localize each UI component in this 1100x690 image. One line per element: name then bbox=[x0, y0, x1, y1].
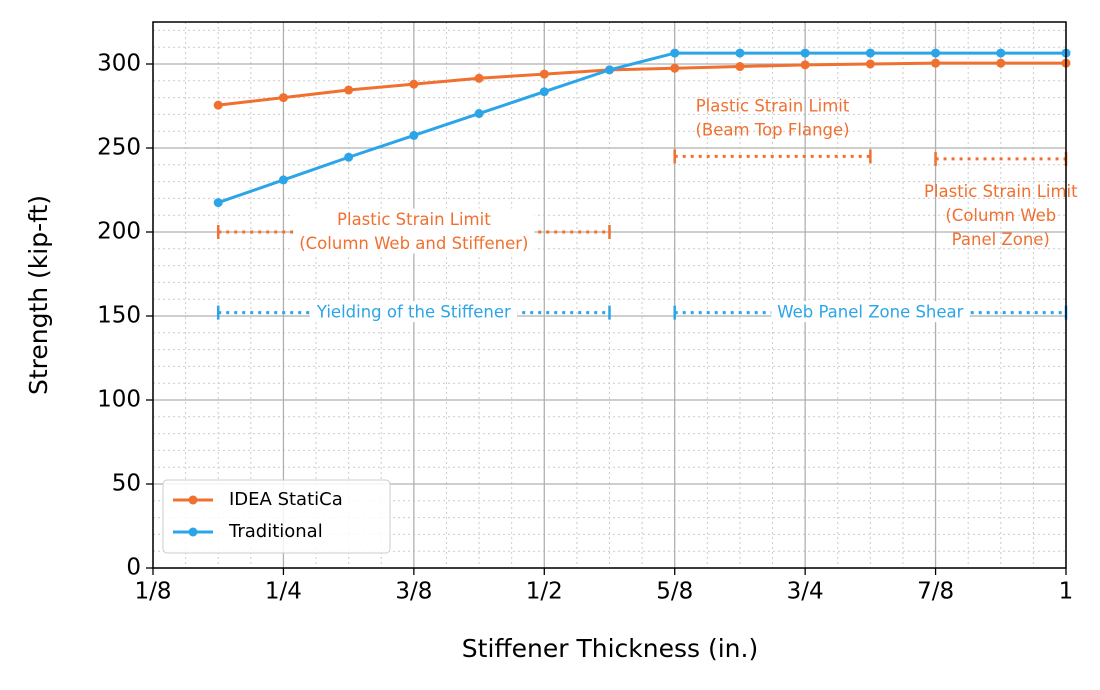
data-point bbox=[996, 48, 1006, 58]
x-tick-label: 1 bbox=[1059, 579, 1074, 605]
data-point bbox=[409, 79, 419, 89]
x-axis-label: Stiffener Thickness (in.) bbox=[462, 634, 758, 663]
annotation-line: (Column Web bbox=[945, 205, 1056, 224]
data-point bbox=[931, 58, 941, 68]
series-line bbox=[217, 51, 1066, 205]
ticks: 1/8 1/4 3/8 1/2 5/8 3/4 7/8 1 0 50 100 150 200 250 300 bbox=[97, 51, 1073, 605]
data-point bbox=[213, 198, 223, 208]
y-tick-label: 200 bbox=[97, 219, 141, 245]
data-point bbox=[670, 63, 680, 73]
annotation-line: Plastic Strain Limit bbox=[924, 181, 1078, 200]
plot-frame bbox=[152, 21, 1067, 569]
annotation-line: Panel Zone) bbox=[952, 229, 1050, 248]
annotation-background bbox=[309, 301, 518, 323]
annotation-line: Yielding of the Stiffener bbox=[316, 302, 511, 321]
annotation-background bbox=[771, 301, 970, 323]
legend-label: IDEA StatiCa bbox=[229, 489, 343, 510]
data-point bbox=[278, 175, 288, 185]
annotation: Plastic Strain Limit (Column Web Panel Zon… bbox=[924, 181, 1078, 248]
y-tick-label: 100 bbox=[97, 387, 141, 413]
data-point bbox=[800, 48, 810, 58]
x-tick-label: 3/8 bbox=[395, 579, 432, 605]
annotation: Plastic Strain Limit (Column Web and Stif… bbox=[299, 210, 528, 253]
annotation-line: Plastic Strain Limit bbox=[696, 96, 850, 115]
annotation: Plastic Strain Limit (Beam Top Flange) bbox=[695, 96, 849, 139]
y-tick-label: 150 bbox=[97, 303, 141, 329]
plot bbox=[213, 48, 1071, 208]
x-tick-label: 3/4 bbox=[787, 579, 824, 605]
annotation: Web Panel Zone Shear bbox=[777, 302, 963, 321]
annotation: Yielding of the Stiffener bbox=[316, 302, 511, 321]
y-tick-label: 300 bbox=[97, 51, 141, 77]
y-tick-label: 250 bbox=[97, 135, 141, 161]
x-tick-label: 1/4 bbox=[265, 579, 302, 605]
data-point bbox=[931, 48, 941, 58]
data-point bbox=[539, 69, 549, 79]
data-point bbox=[865, 48, 875, 58]
x-tick-label: 7/8 bbox=[917, 579, 954, 605]
data-point bbox=[670, 48, 680, 58]
data-point bbox=[539, 87, 549, 97]
x-tick-label: 5/8 bbox=[656, 579, 693, 605]
annotation-line: (Beam Top Flange) bbox=[695, 120, 849, 139]
data-point bbox=[278, 93, 288, 103]
data-point bbox=[344, 152, 354, 162]
annotation-line: Plastic Strain Limit bbox=[337, 210, 491, 229]
annotation-line: Web Panel Zone Shear bbox=[777, 302, 963, 321]
annotations: Plastic Strain Limit (Column Web and Stif… bbox=[216, 96, 1078, 323]
data-point bbox=[474, 73, 484, 83]
legend-label: Traditional bbox=[228, 521, 323, 542]
annotation-line: (Column Web and Stiffener) bbox=[299, 234, 528, 253]
data-point bbox=[409, 130, 419, 140]
legend-marker bbox=[188, 527, 198, 537]
data-point bbox=[865, 59, 875, 69]
data-point bbox=[735, 48, 745, 58]
legend-marker bbox=[188, 495, 198, 505]
y-axis-label: Strength (kip-ft) bbox=[24, 195, 53, 395]
data-point bbox=[996, 58, 1006, 68]
x-tick-label: 1/2 bbox=[526, 579, 563, 605]
y-tick-label: 0 bbox=[126, 555, 141, 581]
data-point bbox=[735, 62, 745, 72]
y-tick-label: 50 bbox=[112, 471, 141, 497]
legend: IDEA StatiCa Traditional bbox=[162, 479, 391, 554]
data-point bbox=[605, 65, 614, 75]
series-line bbox=[218, 61, 1066, 107]
data-point bbox=[474, 109, 484, 119]
data-point bbox=[213, 100, 223, 110]
legend-box bbox=[162, 479, 391, 554]
annotation-background bbox=[293, 208, 535, 254]
data-point bbox=[800, 60, 810, 70]
x-tick-label: 1/8 bbox=[134, 579, 171, 605]
data-point bbox=[344, 85, 354, 95]
